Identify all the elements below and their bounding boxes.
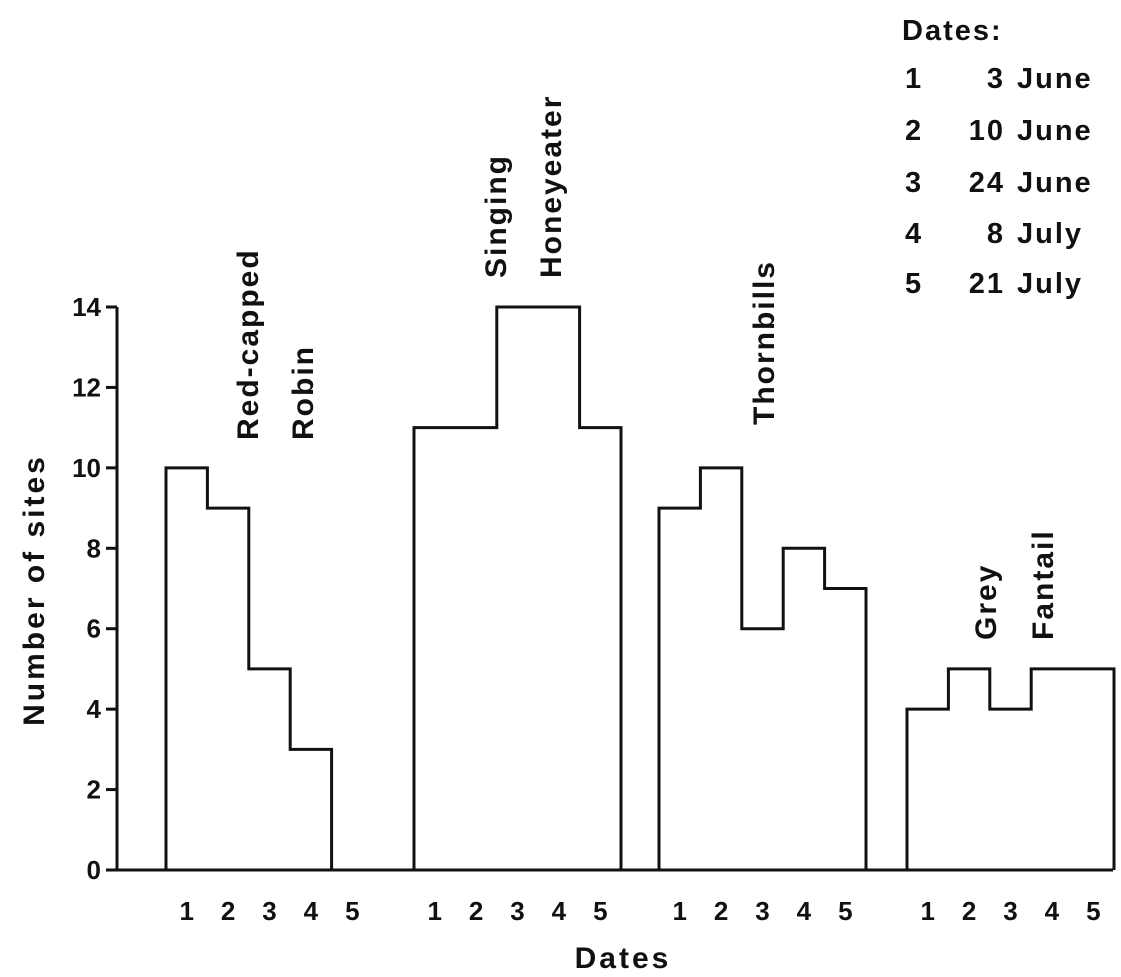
y-tick-label: 12 (72, 372, 101, 402)
legend-date-day: 21 (969, 268, 1005, 300)
legend-key: 4 (905, 218, 923, 250)
histogram-series (164, 466, 373, 872)
species-label: Honeyeater (535, 95, 568, 278)
y-tick-label: 10 (72, 453, 101, 483)
legend-date-month: June (1017, 167, 1093, 199)
legend: Dates: 1 3 June 2 10 June 3 24 June 4 8 July 5 21 July (902, 15, 1093, 300)
legend-key: 1 (905, 63, 923, 95)
legend-key: 3 (905, 167, 923, 199)
histogram-series (657, 466, 868, 870)
y-tick-label: 8 (87, 533, 101, 563)
y-tick-label: 14 (72, 292, 101, 322)
histogram-series (905, 667, 1116, 870)
x-axis-label: Dates (575, 942, 672, 975)
x-tick-label: 2 (221, 896, 235, 926)
legend-date-month: June (1017, 63, 1093, 95)
legend-date-day: 24 (969, 167, 1005, 199)
legend-key: 2 (905, 115, 923, 147)
species-label: Robin (287, 345, 320, 440)
species-label: Fantail (1027, 529, 1060, 640)
y-tick-label: 4 (87, 694, 102, 724)
species-label: Thornbills (748, 260, 781, 425)
x-tick-label: 4 (1045, 896, 1060, 926)
legend-key: 5 (905, 268, 923, 300)
x-tick-label: 4 (797, 896, 812, 926)
x-tick-label: 3 (755, 896, 769, 926)
species-label: Singing (480, 154, 513, 278)
species-label: Red-capped (232, 248, 265, 440)
x-tick-label: 4 (552, 896, 567, 926)
x-tick-label: 5 (593, 896, 607, 926)
legend-date-month: June (1017, 115, 1093, 147)
histogram-steps (164, 305, 1116, 872)
x-tick-label: 2 (962, 896, 976, 926)
x-tick-label: 2 (469, 896, 483, 926)
x-tick-label: 3 (510, 896, 524, 926)
y-tick-label: 6 (87, 614, 101, 644)
x-tick-label: 1 (427, 896, 441, 926)
legend-date-month: July (1017, 218, 1083, 250)
x-tick-label: 3 (1003, 896, 1017, 926)
x-tick-label: 2 (714, 896, 728, 926)
legend-date-day: 3 (987, 63, 1005, 95)
x-tick-label: 5 (1086, 896, 1100, 926)
legend-date-day: 10 (969, 115, 1005, 147)
histogram-series (412, 305, 623, 870)
legend-date-month: July (1017, 268, 1083, 300)
x-tick-label: 1 (179, 896, 193, 926)
x-tick-label: 1 (672, 896, 686, 926)
species-labels: Red-capped Robin Singing Honeyeater Thornbil… (232, 95, 1060, 640)
y-tick-label: 0 (87, 855, 101, 885)
x-tick-label: 4 (304, 896, 319, 926)
y-axis-label: Number of sites (18, 454, 51, 726)
legend-date-day: 8 (987, 218, 1005, 250)
legend-title: Dates: (902, 15, 1003, 47)
x-tick-label: 1 (920, 896, 934, 926)
y-tick-label: 2 (87, 775, 101, 805)
x-tick-label: 5 (345, 896, 359, 926)
species-label: Grey (970, 564, 1003, 640)
x-tick-label: 5 (838, 896, 852, 926)
axes: 0 2 4 6 8 10 12 14 (72, 292, 1113, 885)
x-tick-label: 3 (262, 896, 276, 926)
